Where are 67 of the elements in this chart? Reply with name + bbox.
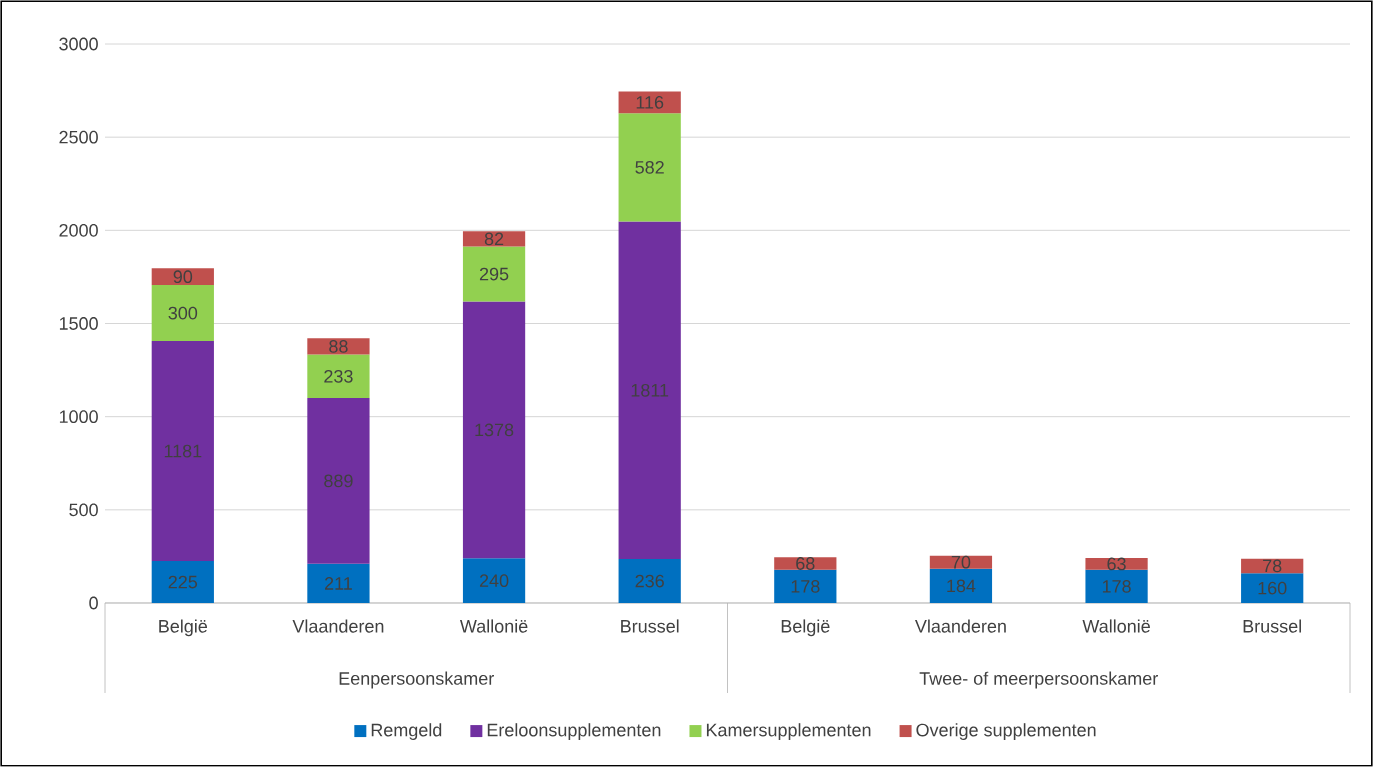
bar [462,558,526,603]
legend-label: Ereloonsupplementen [487,723,661,740]
y-tick-label: 500 [69,503,98,517]
x-tick-label: Wallonië [1082,619,1150,633]
y-tick-label: 1500 [59,317,98,330]
bar [307,563,370,603]
bar [151,268,214,286]
data-label: 236 [635,574,664,588]
text: Eenpersoonskamer [339,671,494,689]
data-label: 160 [1258,581,1287,595]
data-label: 178 [791,580,820,593]
data-label: 78 [1263,559,1282,573]
data-label: 211 [325,577,352,590]
data-label: 82 [484,232,504,246]
bar [151,285,214,342]
data-label: 240 [479,574,509,588]
x-tick-label: Vlaanderen [292,619,384,633]
x-tick-label: België [159,619,208,637]
bar [151,341,214,562]
legend-label: Remgeld [371,723,442,740]
data-label: 68 [796,557,815,570]
x-tick-label: Brussel [1243,619,1301,633]
bar [929,555,993,569]
data-label: 70 [951,555,971,569]
data-label: 116 [636,95,664,109]
y-tick-label: 0 [89,596,98,610]
data-label: 1378 [475,423,514,437]
bar [1241,573,1304,603]
x-tick-label: België [781,619,830,637]
data-label: 184 [947,579,976,593]
data-label: 582 [635,160,664,174]
data-label: 233 [324,369,353,383]
x-tick-label: Brussel [621,619,679,633]
legend-label: Kamersupplementen [706,723,871,740]
bar [618,559,681,603]
bar [151,561,214,603]
x-tick-label: Wallonië [459,619,528,633]
y-tick-label: 2000 [59,223,98,237]
data-label: 90 [173,270,193,284]
y-tick-label: 2500 [59,130,98,144]
data-label: 178 [1102,580,1131,593]
data-label: 295 [479,267,509,281]
bar [929,568,993,603]
bar [1085,558,1148,570]
bar [774,557,837,570]
bar [1085,569,1148,603]
bar [462,301,526,559]
legend-label: Overige supplementen [916,723,1096,740]
bar [462,246,526,302]
bar [774,569,837,603]
bar [618,113,681,222]
data-label: 1811 [631,383,669,397]
text: Twee- of meerpersoonskamer [919,671,1158,689]
data-label: 63 [1107,557,1126,571]
bar [462,231,526,247]
bar [618,221,681,560]
data-label: 300 [168,306,198,320]
data-label: 1181 [164,444,202,458]
x-tick-label: Vlaanderen [915,619,1006,633]
data-label: 225 [168,575,198,589]
bar [307,398,370,564]
y-tick-label: 3000 [59,37,98,51]
y-tick-label: 1000 [59,410,98,424]
data-label: 88 [329,340,348,353]
bar [307,338,370,355]
bar [307,354,370,399]
data-label: 889 [324,474,353,488]
